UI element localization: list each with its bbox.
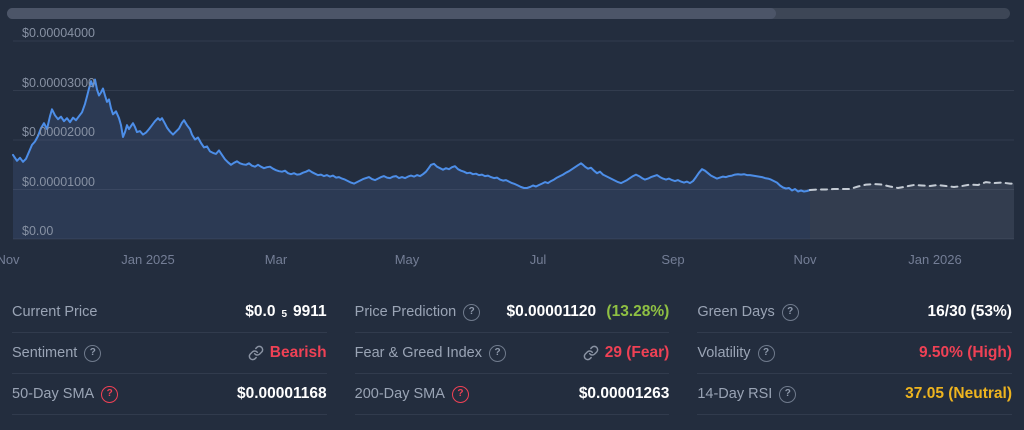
value-text: $0.0 (245, 303, 276, 320)
stat-label: Fear & Greed Index (354, 345, 482, 361)
help-icon[interactable]: ? (489, 344, 506, 362)
value-text: 29 (Fear) (604, 344, 670, 361)
help-icon[interactable]: ? (757, 344, 775, 362)
stat-value: $0.00001120 (13.28%) (506, 303, 669, 321)
x-axis-tick: Jul (529, 252, 547, 267)
value-text: 37.05 (Neutral) (905, 385, 1012, 402)
stat-label: Price Prediction (354, 304, 457, 320)
stat-label: Current Price (12, 304, 98, 320)
zero-count-subscript: 5 (281, 309, 288, 320)
sentiment-link[interactable]: Bearish (248, 344, 327, 362)
stat-price-prediction: Price Prediction ? $0.00001120 (13.28%) (354, 292, 670, 333)
value-percent: (13.28%) (602, 303, 670, 320)
chart-range-scrollbar[interactable] (7, 8, 1010, 19)
stat-label: Volatility (697, 345, 751, 361)
y-axis-tick: $0.00002000 (22, 125, 95, 139)
stat-current-price: Current Price $0.0 5 9911 (12, 292, 327, 333)
value-text: Bearish (269, 344, 327, 361)
stat-fear-greed-index: Fear & Greed Index ? 29 (Fear) (354, 333, 670, 374)
stat-value: 9.50% (High) (919, 344, 1012, 362)
stat-label: Green Days (697, 304, 775, 320)
help-icon[interactable]: ? (463, 303, 481, 321)
x-axis-tick: Jan 2025 (121, 252, 175, 267)
stat-value: $0.0 5 9911 (245, 303, 326, 321)
stat-label: Sentiment (12, 345, 78, 361)
help-icon[interactable]: ? (779, 385, 797, 403)
stats-table: Current Price $0.0 5 9911 Price Prediction… (0, 292, 1024, 415)
x-axis-tick: May (394, 252, 420, 267)
stat-14-day-rsi: 14-Day RSI ? 37.05 (Neutral) (697, 374, 1012, 415)
stat-50-day-sma: 50-Day SMA ? $0.00001168 (12, 374, 327, 415)
stat-label: 14-Day RSI (697, 386, 773, 402)
chart-range-thumb[interactable] (7, 8, 777, 19)
stat-value: $0.00001168 (237, 385, 327, 403)
x-axis-tick: Sep (661, 252, 685, 267)
help-icon[interactable]: ? (101, 385, 119, 403)
price-chart[interactable]: $0.00004000 $0.00003000 $0.00002000 $0.0000… (0, 0, 1024, 270)
stat-green-days: Green Days ? 16/30 (53%) (697, 292, 1012, 333)
help-icon[interactable]: ? (451, 385, 469, 403)
y-axis-tick: $0.00004000 (22, 26, 95, 40)
x-axis-tick: Jan 2026 (908, 252, 962, 267)
help-icon[interactable]: ? (84, 344, 102, 362)
x-axis-tick: Mar (264, 252, 288, 267)
chart-canvas (12, 40, 1015, 240)
stat-volatility: Volatility ? 9.50% (High) (697, 333, 1012, 374)
stat-value: $0.00001263 (579, 385, 670, 403)
y-axis-tick: $0.00003000 (22, 75, 95, 90)
help-icon[interactable]: ? (781, 303, 799, 321)
value-text: $0.00001263 (578, 385, 670, 402)
y-axis-tick: $0.00001000 (22, 174, 95, 189)
y-axis-tick: $0.00 (22, 224, 54, 238)
x-axis-tick: Nov (793, 252, 817, 267)
value-text: $0.00001168 (237, 385, 327, 402)
stat-200-day-sma: 200-Day SMA ? $0.00001263 (354, 374, 670, 415)
value-text: 9911 (293, 303, 327, 320)
value-text: 9.50% (High) (918, 344, 1012, 361)
fear-greed-link[interactable]: 29 (Fear) (583, 344, 670, 362)
x-axis-tick: Nov (0, 252, 20, 267)
value-text: $0.00001120 (506, 303, 597, 320)
stat-label: 200-Day SMA (354, 386, 445, 402)
stat-value: 37.05 (Neutral) (905, 385, 1012, 403)
link-icon (248, 345, 264, 361)
stat-sentiment: Sentiment ? Bearish (12, 333, 327, 374)
stat-label: 50-Day SMA (12, 386, 95, 402)
value-text: 16/30 (53%) (927, 303, 1012, 320)
link-icon (583, 345, 599, 361)
stat-value: 16/30 (53%) (928, 303, 1012, 321)
